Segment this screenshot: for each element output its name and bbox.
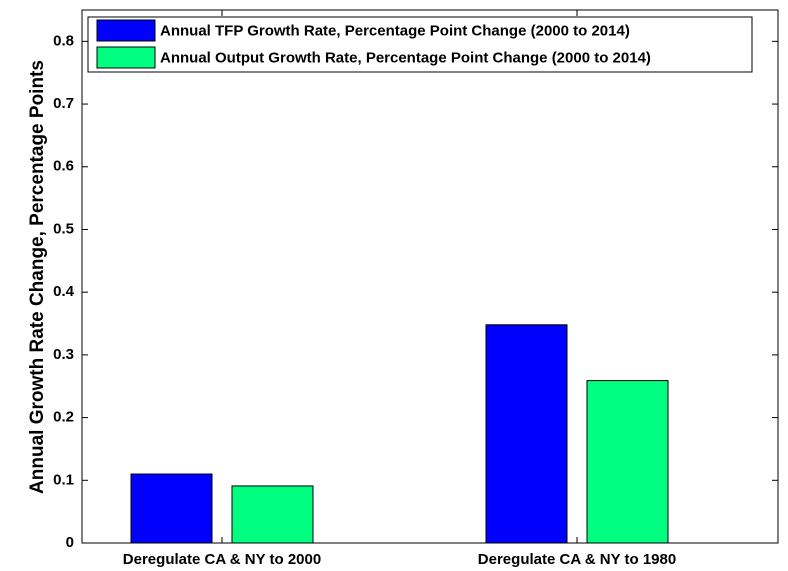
legend-label: Annual Output Growth Rate, Percentage Po… [160, 49, 651, 66]
legend-label: Annual TFP Growth Rate, Percentage Point… [160, 22, 630, 39]
x-tick-label: Deregulate CA & NY to 1980 [478, 551, 676, 568]
bar [130, 473, 213, 544]
y-tick-label: 0.3 [53, 346, 74, 363]
bar [485, 324, 568, 544]
y-tick-label: 0.1 [53, 471, 74, 488]
legend-box [87, 16, 753, 73]
y-axis-label: Annual Growth Rate Change, Percentage Po… [27, 60, 48, 494]
y-tick-label: 0.2 [53, 409, 74, 426]
y-tick-label: 0 [66, 534, 74, 551]
y-tick-label: 0.4 [53, 283, 75, 300]
legend-swatch [96, 19, 156, 42]
bar [586, 380, 669, 544]
legend-swatch [96, 46, 156, 69]
plot-area [81, 9, 779, 544]
x-tick-label: Deregulate CA & NY to 2000 [123, 551, 321, 568]
bar [231, 485, 314, 544]
y-tick-label: 0.5 [53, 220, 74, 237]
y-tick-label: 0.8 [53, 32, 74, 49]
y-tick-label: 0.7 [53, 95, 74, 112]
y-tick-label: 0.6 [53, 158, 74, 175]
